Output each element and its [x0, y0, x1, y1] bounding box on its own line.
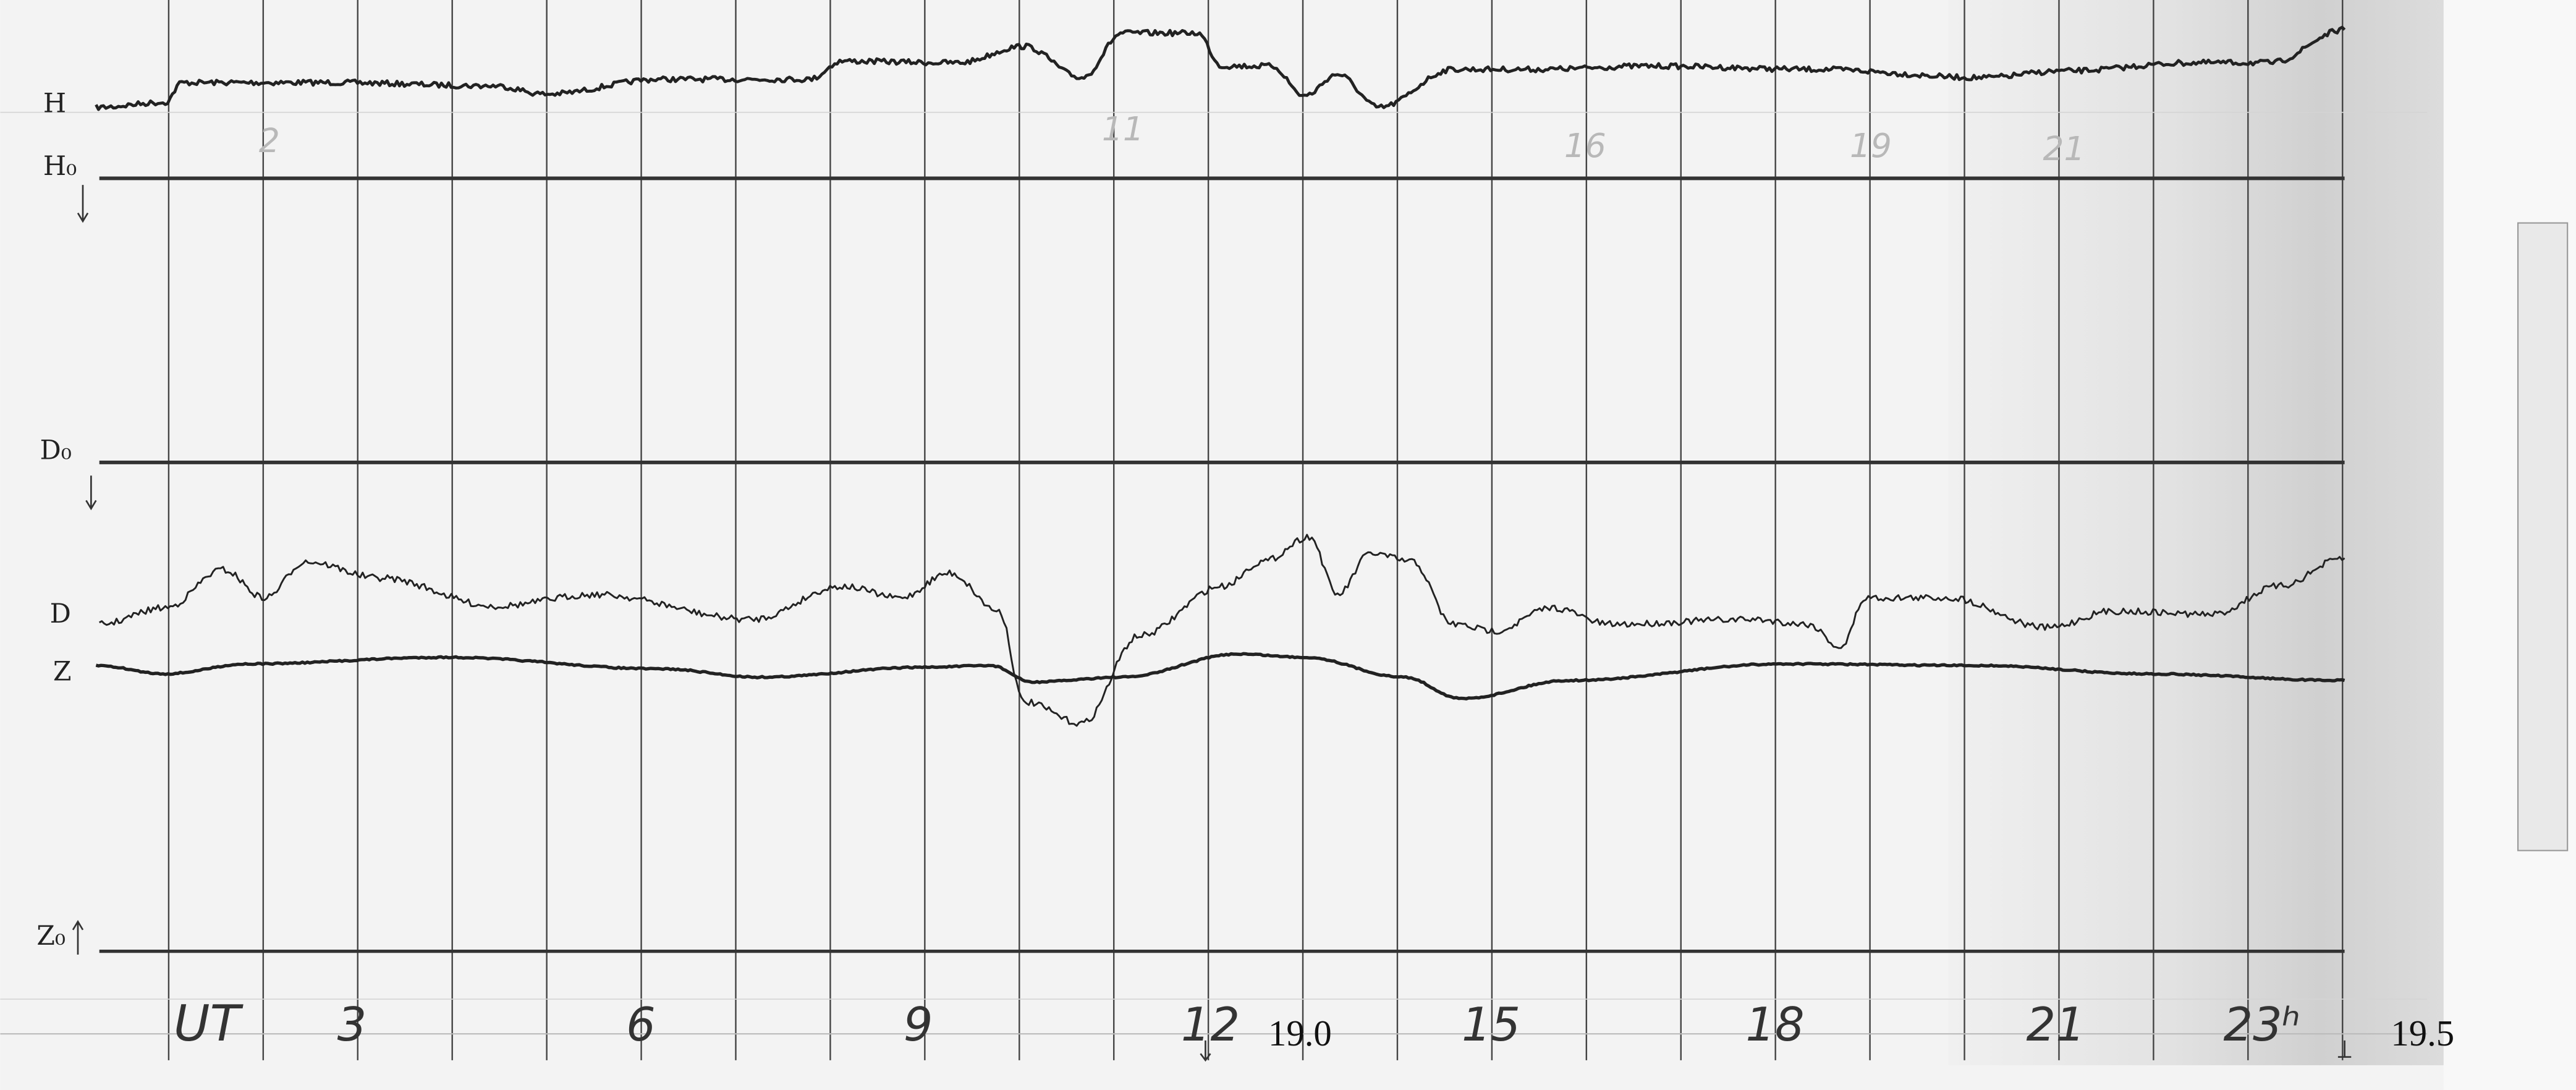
date-arrow	[2337, 1040, 2352, 1058]
faint-mark: 2	[259, 121, 280, 160]
hour-label: 18	[1745, 998, 1804, 1052]
channel-label: H	[43, 88, 66, 119]
date-arrow	[1200, 1040, 1211, 1062]
channel-label: Z₀	[36, 921, 66, 952]
channel-label: H₀	[43, 151, 77, 182]
h-trace	[95, 25, 2346, 111]
date-label: 19.5	[2391, 1013, 2454, 1054]
z-trace	[95, 652, 2345, 700]
faint-mark: 19	[1850, 126, 1892, 165]
h0-arrow	[77, 185, 89, 223]
faint-mark: 11	[1102, 109, 1144, 148]
hour-label: 6	[626, 998, 656, 1052]
z0-arrow	[72, 919, 84, 955]
channel-label: D	[50, 598, 71, 629]
faint-mark: 21	[2043, 129, 2085, 168]
hour-label: 9	[904, 998, 933, 1052]
hour-label: 3	[337, 998, 367, 1052]
date-label: 19.0	[1268, 1013, 1332, 1054]
hour-label: 12	[1181, 998, 1240, 1052]
hour-label: 21	[2027, 998, 2085, 1052]
hour-label: 15	[1462, 998, 1520, 1052]
traces	[95, 25, 2346, 727]
channel-label: D₀	[40, 435, 72, 466]
time-axis-label: UT	[174, 995, 244, 1052]
d-trace	[99, 534, 2345, 727]
channel-label: Z	[53, 657, 72, 688]
faint-mark: 16	[1564, 126, 1606, 165]
shadow	[1948, 0, 2444, 1065]
d0-arrow	[85, 475, 97, 511]
scale-strip	[2517, 222, 2569, 851]
hour-label: 23ʰ	[2224, 998, 2301, 1052]
